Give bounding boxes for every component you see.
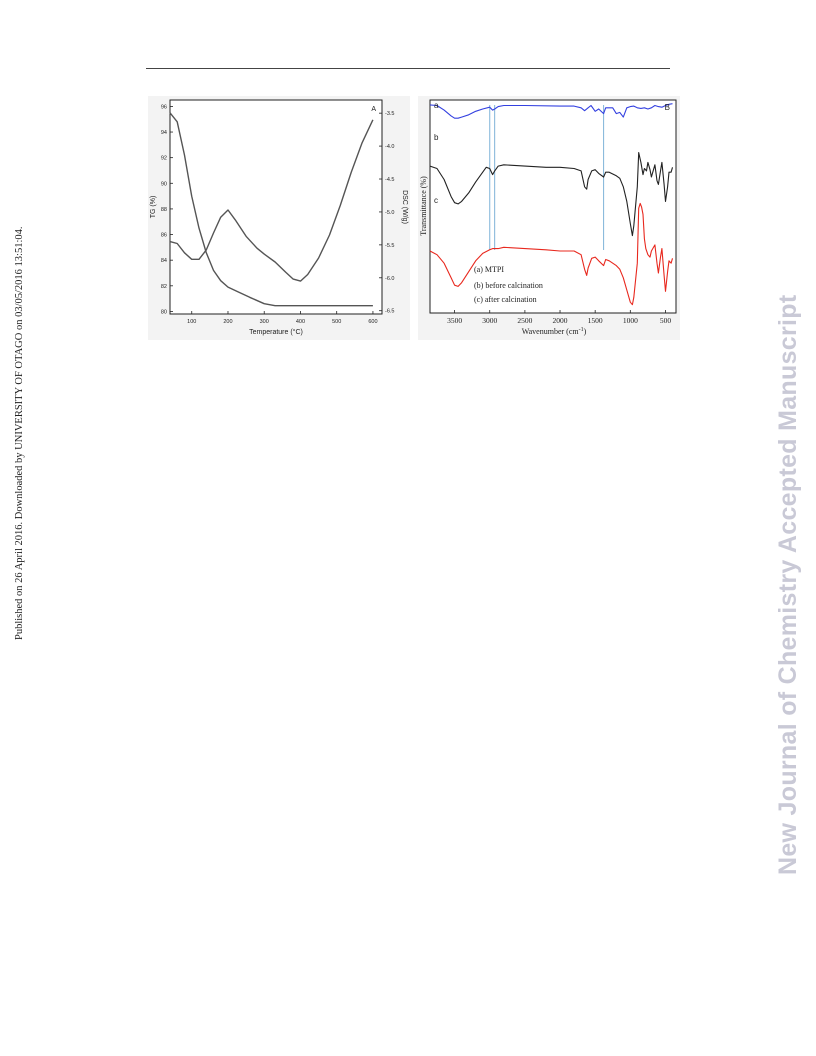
journal-watermark: New Journal of Chemistry Accepted Manusc…: [774, 294, 802, 875]
chart-a-x-tick-label: 500: [332, 319, 341, 325]
ftir-curve-b: [429, 152, 674, 237]
chart-a-plot-area: [169, 99, 383, 315]
chart-a-x-tick-label: 400: [296, 319, 305, 325]
chart-a-y2-tick-label: -5.5: [385, 243, 394, 249]
chart-a-y-tick-label: 90: [161, 181, 167, 187]
legend-entry-a: (a) MTPI: [474, 265, 504, 274]
header-rule: [146, 68, 670, 69]
legend-entry-c: (c) after calcination: [474, 295, 537, 304]
chart-b-x-tick-label: 1500: [588, 316, 603, 325]
chart-b-x-tick-label: 3000: [482, 316, 497, 325]
tg-curve: [169, 112, 373, 307]
chart-a-x-tick-label: 100: [187, 319, 196, 325]
tg-dsc-chart: 100 200 300 400 500 600 80 82 84 86 88 90 92 94 96 -3.5…: [148, 96, 410, 340]
figure-ftir: 3500 3000 2500 2000 1500 1000 500 B a b c (a) …: [418, 96, 680, 345]
chart-a-y2-tick-label: -6.0: [385, 276, 394, 282]
chart-b-x-tick-label: 1000: [623, 316, 638, 325]
chart-b-x-tick-label: 500: [660, 316, 672, 325]
chart-a-y-tick-label: 88: [161, 207, 167, 213]
ftir-curve-c: [429, 202, 674, 306]
chart-a-y2-axis-title: DSC (W/g): [401, 190, 408, 224]
chart-a-y2-tick-label: -4.5: [385, 177, 394, 183]
chart-a-y-tick-label: 94: [161, 130, 167, 136]
chart-a-x-tick-label: 300: [260, 319, 269, 325]
chart-a-y2-tick-label: -6.5: [385, 309, 394, 315]
chart-a-panel-label: A: [371, 106, 376, 113]
chart-a-x-tick-label: 600: [368, 319, 377, 325]
chart-b-x-tick-label: 2500: [517, 316, 532, 325]
chart-a-y2-tick-label: -5.0: [385, 210, 394, 216]
chart-a-y-tick-label: 86: [161, 233, 167, 239]
series-b-label: b: [434, 133, 439, 142]
chart-a-y-tick-label: 96: [161, 104, 167, 110]
chart-a-y2-tick-label: -3.5: [385, 111, 394, 117]
figure-tg-dsc: 100 200 300 400 500 600 80 82 84 86 88 90 92 94 96 -3.5…: [148, 96, 410, 345]
chart-b-panel-label: B: [665, 103, 670, 112]
chart-a-x-tick-label: 200: [223, 319, 232, 325]
chart-a-y-tick-label: 84: [161, 258, 167, 264]
chart-b-y-axis-title: Transmittance (%): [419, 176, 428, 236]
chart-b-x-axis-title: Wavenumber (cm-1): [522, 327, 587, 336]
chart-b-x-tick-label: 2000: [553, 316, 568, 325]
series-a-label: a: [434, 101, 439, 110]
series-c-label: c: [434, 196, 438, 205]
chart-a-y-tick-label: 80: [161, 309, 167, 315]
chart-b-x-tick-label: 3500: [447, 316, 462, 325]
chart-a-x-axis-title: Temperature (°C): [249, 328, 303, 336]
chart-a-y-tick-label: 92: [161, 156, 167, 162]
legend-entry-b: (b) before calcination: [474, 281, 543, 290]
chart-a-y-tick-label: 82: [161, 284, 167, 290]
ftir-chart: 3500 3000 2500 2000 1500 1000 500 B a b c (a) …: [418, 96, 680, 340]
chart-a-y-axis-title: TG (%): [150, 196, 157, 219]
dsc-curve: [169, 119, 374, 282]
publication-note: Published on 26 April 2016. Downloaded b…: [14, 226, 25, 640]
ftir-curve-a: [429, 103, 673, 119]
chart-a-y2-tick-label: -4.0: [385, 144, 394, 150]
